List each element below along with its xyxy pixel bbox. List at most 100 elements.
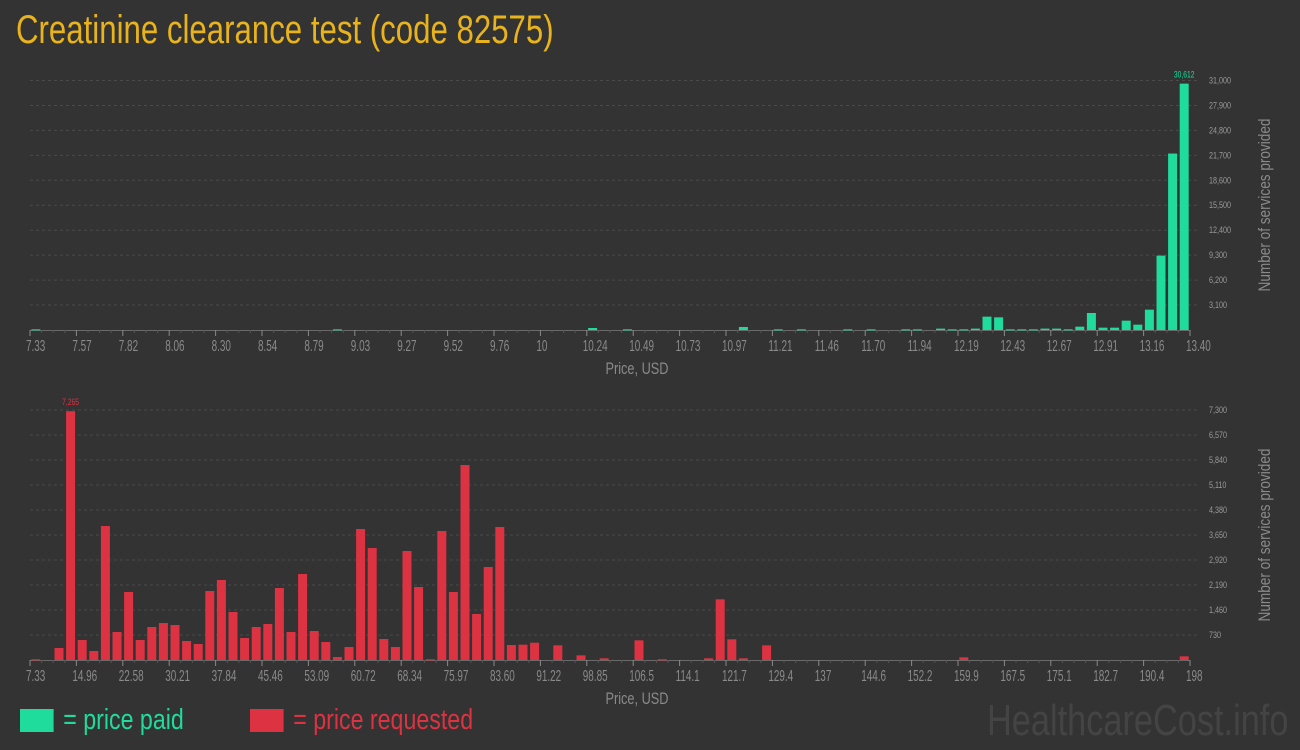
bar	[135, 640, 145, 660]
bar	[425, 659, 435, 661]
bar	[286, 631, 296, 660]
bar	[367, 548, 377, 660]
x-tick-label: 167.5	[1000, 667, 1025, 685]
x-tick-label: 91.22	[536, 667, 561, 685]
y-axis-title: Number of services provided	[1256, 119, 1275, 292]
bar	[553, 645, 563, 660]
bar	[1144, 309, 1154, 330]
y-tick-label: 15,500	[1209, 201, 1231, 211]
bar	[31, 659, 41, 661]
x-tick-label: 7.33	[26, 667, 45, 685]
bar	[970, 328, 980, 330]
bar	[936, 328, 946, 330]
x-tick-label: 182.7	[1093, 667, 1118, 685]
bar	[205, 590, 215, 660]
x-tick-label: 9.52	[444, 337, 463, 355]
paid-swatch	[20, 709, 54, 732]
requested-swatch	[250, 709, 284, 732]
bar	[843, 329, 853, 331]
price-requested-chart: 730 1,460 2,190 2,920 3,650 4,380 5,110 5,840 6,…	[26, 397, 1274, 708]
bar	[994, 317, 1004, 330]
y-tick-label: 5,110	[1209, 480, 1227, 490]
x-tick-label: 10.49	[629, 337, 654, 355]
y-tick-label: 3,650	[1209, 530, 1227, 540]
legend-requested-label: = price requested	[293, 704, 474, 736]
bar	[1052, 328, 1062, 330]
bar	[31, 329, 41, 331]
bar	[704, 658, 714, 660]
y-tick-label: 24,800	[1209, 126, 1231, 136]
bar	[1133, 324, 1143, 330]
x-tick-label: 137	[815, 667, 832, 685]
x-tick-label: 198	[1186, 667, 1203, 685]
x-tick-label: 13.40	[1186, 337, 1211, 355]
y-tick-label: 2,920	[1209, 555, 1227, 565]
bar	[947, 329, 957, 331]
bar	[112, 631, 122, 660]
bar	[762, 645, 772, 660]
bar	[982, 316, 992, 330]
x-tick-label: 83.60	[490, 667, 515, 685]
bar	[147, 626, 157, 660]
x-tick-label: 9.27	[397, 337, 416, 355]
bar	[1017, 329, 1027, 331]
y-tick-label: 730	[1209, 630, 1221, 640]
y-tick-label: 27,900	[1209, 101, 1231, 111]
x-tick-label: 68.34	[397, 667, 422, 685]
x-tick-label: 8.79	[304, 337, 323, 355]
bar	[1156, 255, 1166, 330]
bar	[773, 329, 783, 331]
y-tick-label: 6,200	[1209, 275, 1227, 285]
x-tick-label: 13.16	[1140, 337, 1165, 355]
bar	[344, 646, 354, 660]
bar	[460, 465, 470, 660]
bar	[959, 657, 969, 660]
bar	[576, 655, 586, 660]
x-tick-label: 9.03	[351, 337, 370, 355]
bar	[402, 550, 412, 660]
x-tick-label: 12.19	[954, 337, 979, 355]
x-tick-label: 10.97	[722, 337, 747, 355]
bar	[66, 411, 76, 660]
x-tick-label: 11.46	[815, 337, 839, 355]
x-tick-label: 9.76	[490, 337, 509, 355]
bar	[228, 611, 238, 660]
x-tick-label: 114.1	[676, 667, 700, 685]
x-tick-label: 12.91	[1093, 337, 1118, 355]
bar	[193, 644, 203, 660]
x-tick-label: 11.94	[908, 337, 932, 355]
y-tick-label: 1,460	[1209, 605, 1227, 615]
x-axis-title: Price, USD	[605, 689, 668, 708]
bar	[356, 529, 366, 660]
x-tick-label: 53.09	[304, 667, 329, 685]
bar	[599, 658, 609, 660]
x-tick-label: 60.72	[351, 667, 376, 685]
bar	[332, 329, 342, 331]
bar	[738, 327, 748, 330]
x-tick-label: 8.06	[165, 337, 184, 355]
bar	[1168, 153, 1178, 330]
bar	[1179, 656, 1189, 660]
bar	[1063, 329, 1073, 331]
x-tick-label: 10.24	[583, 337, 608, 355]
price-paid-chart: 3,100 6,200 9,300 12,400 15,500 18,600 21,700 2…	[26, 70, 1274, 379]
x-tick-label: 106.5	[629, 667, 654, 685]
x-tick-label: 22.58	[119, 667, 144, 685]
bar	[251, 626, 261, 660]
bar	[506, 645, 516, 660]
x-tick-label: 7.82	[119, 337, 138, 355]
bar	[182, 640, 192, 660]
x-tick-label: 121.7	[722, 667, 747, 685]
y-tick-label: 7,300	[1209, 405, 1227, 415]
bar	[54, 648, 64, 660]
bar	[495, 526, 505, 660]
y-tick-label: 2,190	[1209, 580, 1227, 590]
legend-paid: = price paid	[20, 704, 184, 737]
bar	[321, 641, 331, 660]
bar	[796, 329, 806, 331]
bar	[240, 638, 250, 660]
bar	[634, 640, 644, 660]
bar	[170, 625, 180, 660]
bar	[1121, 320, 1131, 330]
bar	[912, 329, 922, 331]
